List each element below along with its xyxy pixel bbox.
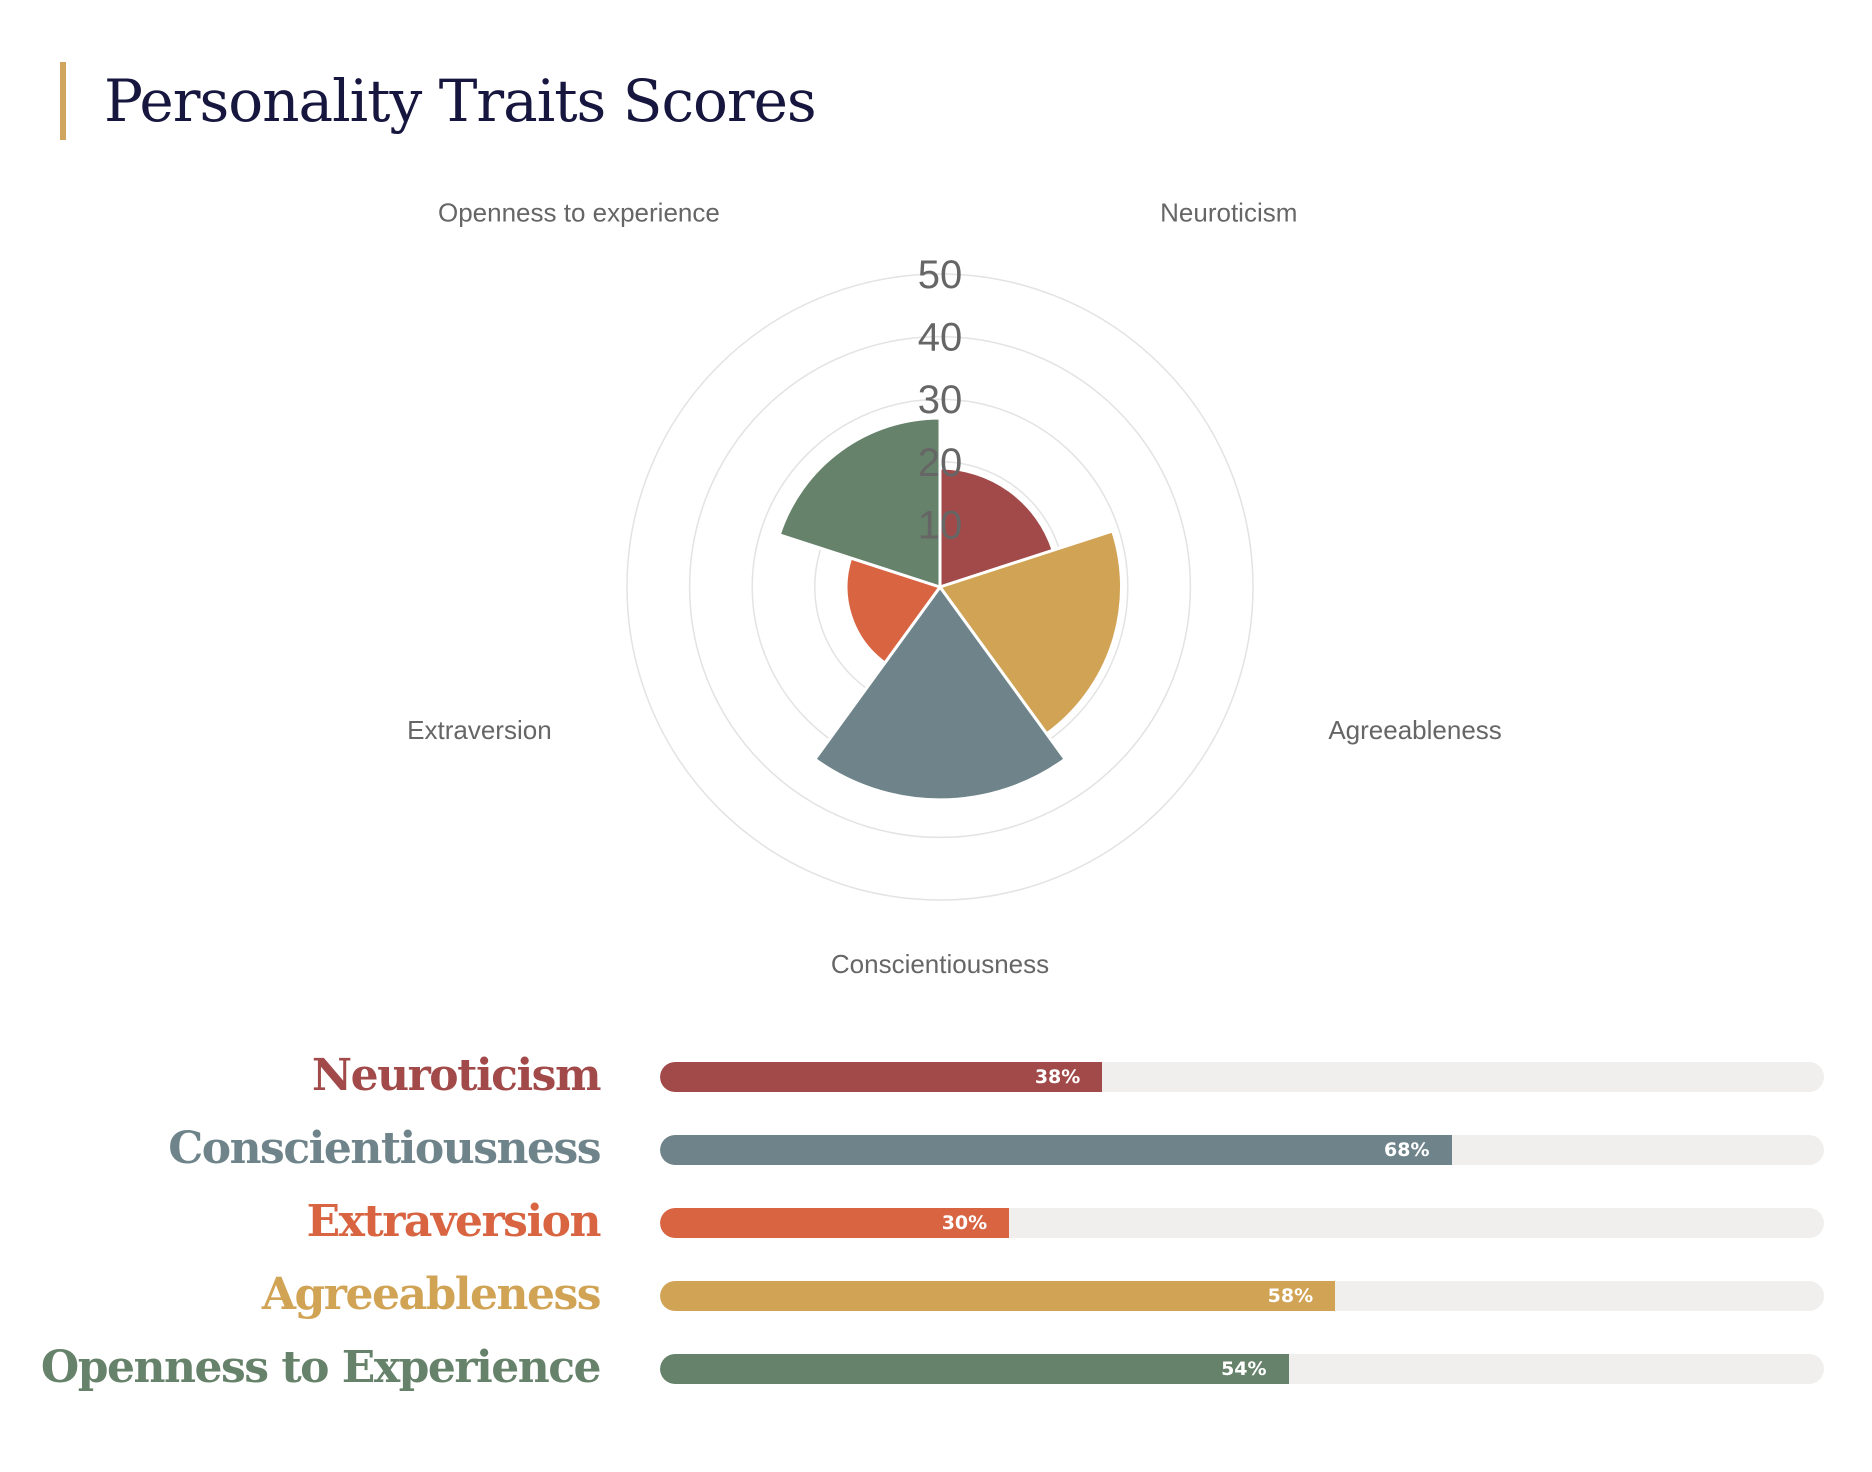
polar-grid-ring-50 bbox=[626, 273, 1254, 901]
radial-tick-label: 30 bbox=[918, 378, 963, 422]
bar-track: 58% bbox=[660, 1281, 1824, 1311]
polar-category-labels: Neuroticism Agreeableness Conscientiousnes… bbox=[407, 197, 1502, 979]
polar-slice-openness-to-experience[interactable] bbox=[777, 416, 942, 590]
polar-category-label: Openness to experience bbox=[438, 197, 720, 227]
polar-slice-conscientiousness[interactable] bbox=[812, 584, 1068, 802]
radial-tick-label: 10 bbox=[918, 503, 963, 547]
bar-fill-extraversion bbox=[660, 1208, 1010, 1238]
bar-fill-conscientiousness bbox=[660, 1135, 1452, 1165]
polar-slices bbox=[777, 416, 1124, 802]
polar-area-chart: 10 20 30 40 50 Neuroticism Agreeableness Consc… bbox=[407, 197, 1502, 979]
radial-tick-label: 40 bbox=[918, 316, 963, 360]
bar-fill-agreeableness bbox=[660, 1281, 1336, 1311]
bar-row-openness-to-experience: Openness to Experience 54% bbox=[0, 1332, 1872, 1404]
page-title-block: Personality Traits Scores bbox=[60, 62, 817, 140]
polar-slice-agreeableness[interactable] bbox=[937, 529, 1124, 736]
bar-value-label: 68% bbox=[1384, 1139, 1430, 1161]
bar-value-label: 58% bbox=[1267, 1285, 1314, 1307]
bar-label-agreeableness: Agreeableness bbox=[261, 1269, 602, 1320]
polar-category-label: Extraversion bbox=[407, 715, 552, 745]
polar-slice-neuroticism[interactable] bbox=[938, 466, 1056, 590]
bar-value-label: 54% bbox=[1221, 1358, 1267, 1380]
bar-row-extraversion: Extraversion 30% bbox=[0, 1186, 1872, 1258]
polar-grid-ring-40 bbox=[688, 335, 1192, 839]
bar-value-label: 38% bbox=[1034, 1066, 1081, 1088]
bar-track: 30% bbox=[660, 1208, 1824, 1238]
bar-label-openness-to-experience: Openness to Experience bbox=[40, 1342, 602, 1393]
bar-label-conscientiousness: Conscientiousness bbox=[168, 1123, 601, 1174]
bar-fill-neuroticism bbox=[660, 1062, 1103, 1092]
polar-category-label: Neuroticism bbox=[1160, 197, 1297, 227]
bar-row-conscientiousness: Conscientiousness 68% bbox=[0, 1113, 1872, 1185]
polar-category-label: Conscientiousness bbox=[831, 949, 1049, 979]
bar-row-agreeableness: Agreeableness 58% bbox=[0, 1259, 1872, 1331]
radial-tick-label: 50 bbox=[918, 253, 963, 297]
bar-track: 38% bbox=[660, 1062, 1824, 1092]
bar-track: 54% bbox=[660, 1354, 1824, 1384]
radial-tick-label: 20 bbox=[918, 441, 963, 485]
bar-label-extraversion: Extraversion bbox=[306, 1196, 602, 1247]
bar-track: 68% bbox=[660, 1135, 1824, 1165]
polar-slice-extraversion[interactable] bbox=[844, 556, 943, 666]
bar-row-neuroticism: Neuroticism 38% bbox=[0, 1040, 1872, 1112]
bar-value-label: 30% bbox=[941, 1212, 988, 1234]
polar-category-label: Agreeableness bbox=[1328, 715, 1501, 745]
bar-label-neuroticism: Neuroticism bbox=[311, 1050, 602, 1101]
polar-radial-ticks: 10 20 30 40 50 bbox=[918, 253, 963, 547]
bar-fill-openness-to-experience bbox=[660, 1354, 1289, 1384]
page-title: Personality Traits Scores bbox=[104, 67, 817, 135]
